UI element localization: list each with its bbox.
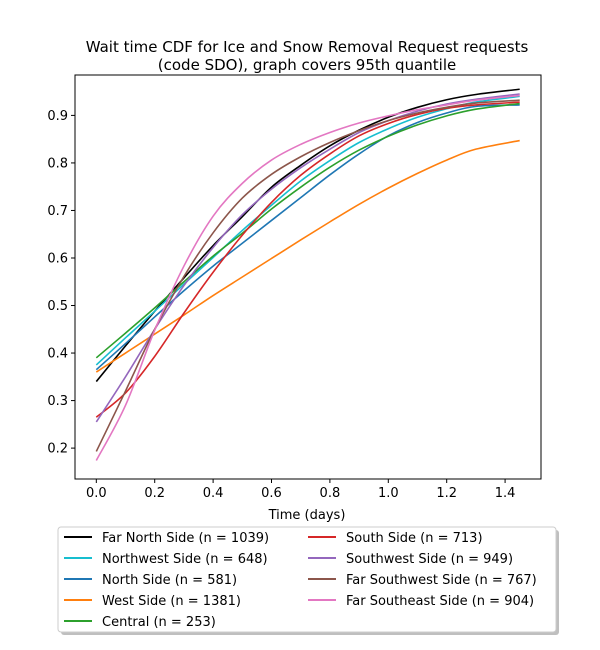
legend-entry-6: South Side (n = 713)	[346, 531, 483, 546]
y-tick-label: 0.7	[47, 204, 68, 219]
legend-entry-7: Southwest Side (n = 949)	[346, 552, 513, 567]
x-tick-label: 0.2	[144, 486, 165, 501]
x-tick-label: 0.0	[86, 486, 107, 501]
x-tick-label: 1.0	[378, 486, 399, 501]
x-tick-label: 0.6	[261, 486, 282, 501]
series-line-7	[95, 93, 520, 423]
legend-entry-4: West Side (n = 1381)	[102, 594, 241, 609]
y-tick-label: 0.4	[47, 347, 68, 362]
legend-box	[57, 526, 557, 633]
series-line-4	[95, 139, 520, 373]
y-tick-label: 0.3	[47, 394, 68, 409]
legend-entry-5: Central (n = 253)	[102, 615, 216, 630]
series-line-5	[95, 102, 520, 359]
y-tick-label: 0.8	[47, 156, 68, 171]
x-tick-label: 0.4	[203, 486, 224, 501]
plot-frame	[74, 74, 542, 480]
y-tick-label: 0.9	[47, 109, 68, 124]
y-tick-label: 0.6	[47, 251, 68, 266]
y-tick-label: 0.2	[47, 442, 68, 457]
series-line-9	[95, 94, 520, 461]
x-tick-label: 1.4	[495, 486, 516, 501]
series-line-2	[95, 95, 520, 366]
chart-title-line-1: Wait time CDF for Ice and Snow Removal R…	[86, 38, 529, 56]
x-tick-label: 0.8	[320, 486, 341, 501]
chart-title-line-2: (code SDO), graph covers 95th quantile	[158, 56, 456, 74]
x-axis-label: Time (days)	[268, 508, 346, 523]
legend-entry-1: Far North Side (n = 1039)	[102, 531, 269, 546]
legend-entry-3: North Side (n = 581)	[102, 573, 237, 588]
legend: Far North Side (n = 1039) Northwest Side …	[57, 526, 559, 635]
legend-entry-9: Far Southeast Side (n = 904)	[346, 594, 534, 609]
legend-entry-8: Far Southwest Side (n = 767)	[346, 573, 537, 588]
legend-entry-2: Northwest Side (n = 648)	[102, 552, 268, 567]
x-tick-label: 1.2	[436, 486, 457, 501]
plot-area: 0.0 0.2 0.4 0.6 0.8 1.0 1.2 1.4 0.2 0.3 0.4 0.5 0.6 0…	[47, 74, 542, 501]
y-tick-label: 0.5	[47, 299, 68, 314]
series-line-6	[95, 101, 520, 418]
series-line-8	[95, 99, 520, 452]
